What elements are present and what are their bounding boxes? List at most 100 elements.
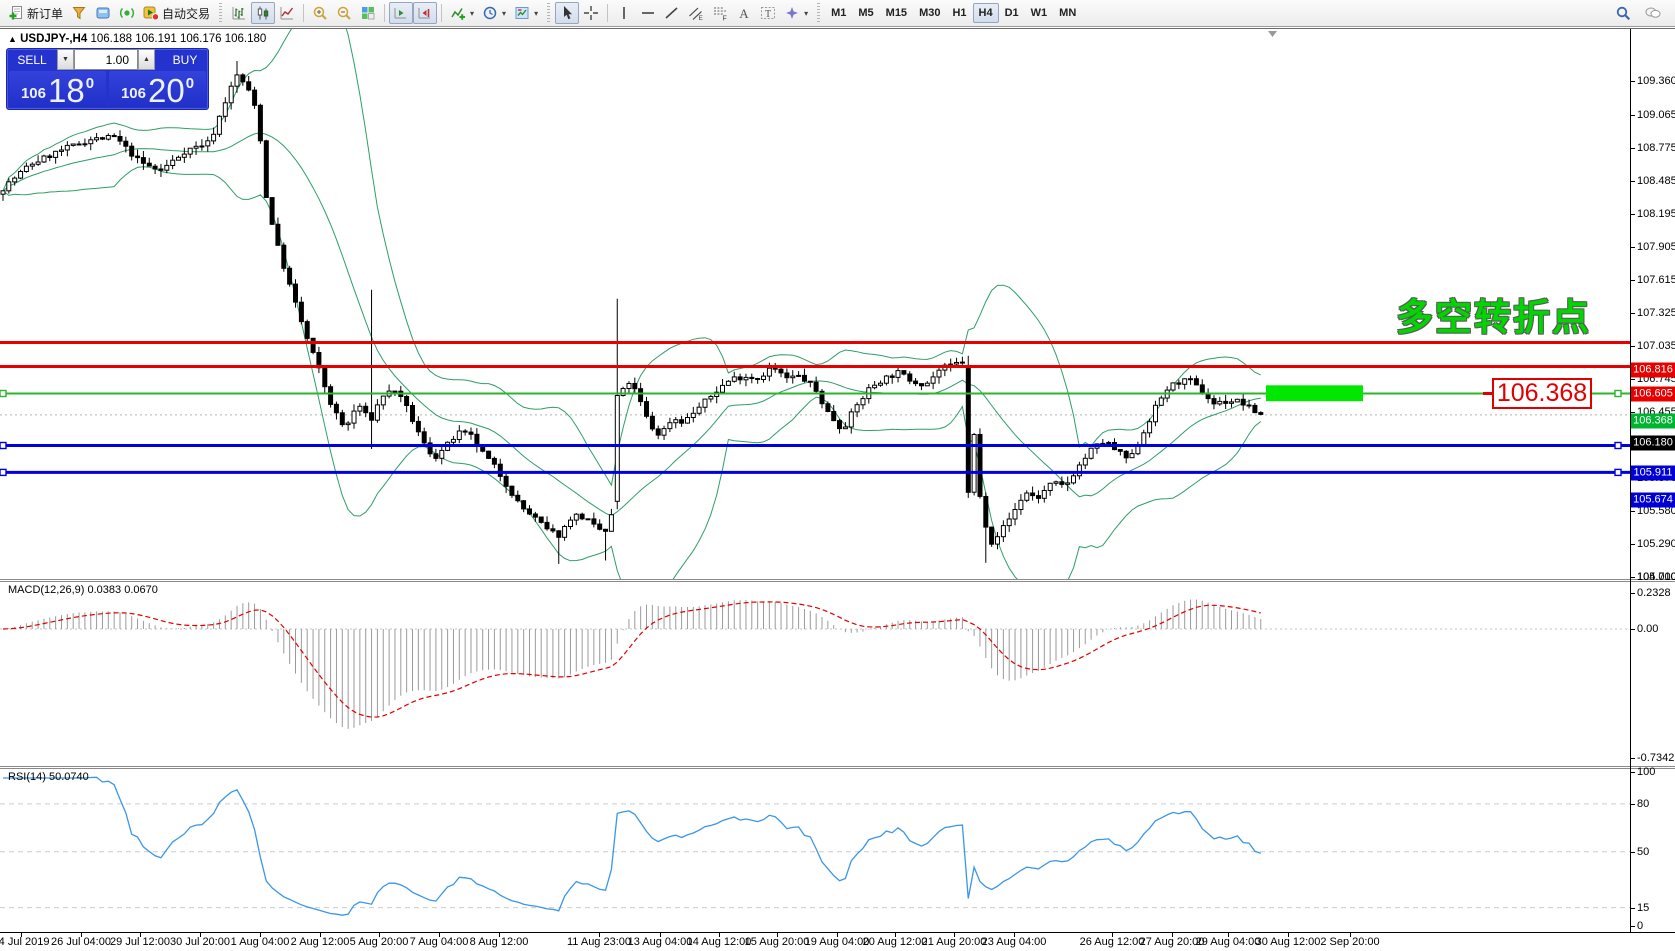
buy-price[interactable]: 106 20 0 bbox=[109, 71, 206, 107]
auto-trading-button[interactable]: 自动交易 bbox=[139, 2, 214, 24]
zoom-out-button[interactable] bbox=[332, 2, 356, 24]
symbol-title: USDJPY-,H4 bbox=[20, 33, 88, 45]
price-chart-canvas[interactable] bbox=[0, 29, 1630, 579]
periods-button[interactable]: ▾ bbox=[478, 2, 510, 24]
macd-tick-label: -0.7342 bbox=[1637, 752, 1675, 764]
label-icon: T bbox=[760, 5, 776, 21]
trend-line-button[interactable] bbox=[660, 2, 684, 24]
tile-windows-button[interactable] bbox=[356, 2, 380, 24]
vertical-line-button[interactable] bbox=[612, 2, 636, 24]
time-label: 30 Aug 12:00 bbox=[1255, 936, 1321, 948]
chart-window-button[interactable] bbox=[91, 2, 115, 24]
bar-chart-icon bbox=[231, 5, 247, 21]
symbol-info: ▲ USDJPY-,H4 106.188 106.191 106.176 106… bbox=[8, 33, 266, 45]
chart-shift-button[interactable] bbox=[413, 2, 438, 24]
text-button[interactable]: A bbox=[732, 2, 756, 24]
buy-price-figure: 106 bbox=[120, 85, 146, 102]
timeframe-h1-button[interactable]: H1 bbox=[952, 7, 967, 19]
sell-price-point: 0 bbox=[85, 75, 95, 92]
shapes-button[interactable]: ▾ bbox=[780, 2, 812, 24]
timeframe-w1-button[interactable]: W1 bbox=[1030, 7, 1048, 19]
price-tick-label: 107.905 bbox=[1637, 241, 1675, 253]
search-button[interactable] bbox=[1611, 2, 1635, 24]
timeframe-m1-button[interactable]: M1 bbox=[831, 7, 847, 19]
time-label: 13 Aug 04:00 bbox=[627, 936, 693, 948]
price-tag: 106.180 bbox=[1631, 435, 1675, 451]
periods-icon bbox=[482, 5, 498, 21]
zoom-in-button[interactable] bbox=[308, 2, 332, 24]
time-tick bbox=[81, 933, 82, 937]
sell-price[interactable]: 106 18 0 bbox=[9, 71, 106, 107]
collapse-arrow-icon[interactable]: ▲ bbox=[8, 34, 17, 44]
time-tick bbox=[260, 933, 261, 937]
crosshair-button[interactable] bbox=[579, 2, 603, 24]
volume-down-button[interactable]: ▼ bbox=[57, 49, 74, 70]
time-label: 7 Aug 04:00 bbox=[409, 936, 469, 948]
equidistant-channel-button[interactable]: E bbox=[684, 2, 708, 24]
chart-text-annotation[interactable]: 多空转折点 bbox=[1396, 297, 1591, 338]
time-tick bbox=[1350, 933, 1351, 937]
price-tick-label: 108.485 bbox=[1637, 175, 1675, 187]
time-tick bbox=[777, 933, 778, 937]
trend-line-icon bbox=[664, 5, 680, 21]
cursor-button[interactable] bbox=[555, 2, 580, 24]
price-tag: 105.911 bbox=[1631, 465, 1675, 481]
styler-button[interactable] bbox=[67, 2, 91, 24]
chevron-down-icon[interactable]: ▾ bbox=[470, 8, 475, 18]
chevron-down-icon[interactable]: ▾ bbox=[804, 8, 809, 18]
pane-separator[interactable] bbox=[0, 766, 1675, 769]
line-chart-button[interactable] bbox=[275, 2, 299, 24]
timeframe-h4-button[interactable]: H4 bbox=[972, 3, 999, 23]
auto-scroll-button[interactable] bbox=[389, 2, 414, 24]
sell-price-pips: 18 bbox=[47, 72, 85, 109]
new-order-label: 新订单 bbox=[27, 6, 64, 21]
time-tick bbox=[660, 933, 661, 937]
time-tick bbox=[140, 933, 141, 937]
text-label-button[interactable]: T bbox=[756, 2, 780, 24]
time-label: 11 Aug 23:00 bbox=[566, 936, 632, 948]
price-tick-label: 107.325 bbox=[1637, 307, 1675, 319]
price-tick bbox=[1630, 577, 1635, 578]
price-tick bbox=[1630, 544, 1635, 545]
chevron-down-icon[interactable]: ▾ bbox=[534, 8, 539, 18]
candle-chart-button[interactable] bbox=[251, 2, 276, 24]
rsi-tick bbox=[1630, 804, 1635, 805]
price-tick bbox=[1630, 313, 1635, 314]
chevron-down-icon[interactable]: ▾ bbox=[502, 8, 507, 18]
price-tick bbox=[1630, 379, 1635, 380]
timeframe-m15-button[interactable]: M15 bbox=[885, 7, 908, 19]
rsi-pane-canvas[interactable] bbox=[0, 769, 1630, 932]
time-tick bbox=[954, 933, 955, 937]
time-tick bbox=[1288, 933, 1289, 937]
rsi-label: RSI(14) 50.0740 bbox=[8, 771, 89, 783]
timeframe-m30-button[interactable]: M30 bbox=[919, 7, 941, 19]
chat-button[interactable] bbox=[1641, 2, 1665, 24]
rsi-tick bbox=[1630, 926, 1635, 927]
timeframe-d1-button[interactable]: D1 bbox=[1004, 7, 1019, 19]
price-tick-label: 109.360 bbox=[1637, 75, 1675, 87]
bar-chart-button[interactable] bbox=[227, 2, 251, 24]
macd-pane-canvas[interactable] bbox=[0, 583, 1630, 766]
volume-input[interactable] bbox=[74, 49, 138, 70]
time-label: 23 Aug 04:00 bbox=[981, 936, 1047, 948]
macd-tick bbox=[1630, 629, 1635, 630]
price-tick bbox=[1630, 214, 1635, 215]
volume-up-button[interactable]: ▲ bbox=[138, 49, 155, 70]
templates-button[interactable]: ▾ bbox=[510, 2, 542, 24]
new-order-button[interactable]: 新订单 bbox=[4, 2, 67, 24]
svg-text:A: A bbox=[739, 6, 749, 21]
price-tick bbox=[1630, 247, 1635, 248]
toolbar: 新订单 自动交易 ▾ ▾ ▾ E F A T ▾ M1 M5 M15 M30 H1 H4 D1 W1 MN bbox=[0, 0, 1675, 27]
chart-window[interactable]: ▲ USDJPY-,H4 106.188 106.191 106.176 106… bbox=[0, 28, 1675, 951]
indicators-button[interactable]: ▾ bbox=[446, 2, 478, 24]
timeframe-m5-button[interactable]: M5 bbox=[858, 7, 874, 19]
fibonacci-button[interactable]: F bbox=[708, 2, 732, 24]
sell-button[interactable]: SELL bbox=[17, 52, 47, 67]
price-callout-label[interactable]: 106.368 bbox=[1492, 378, 1592, 409]
buy-button[interactable]: BUY bbox=[172, 52, 198, 67]
signals-button[interactable] bbox=[115, 2, 139, 24]
pane-separator[interactable] bbox=[0, 579, 1675, 582]
horizontal-line-button[interactable] bbox=[636, 2, 660, 24]
timeframe-mn-button[interactable]: MN bbox=[1059, 7, 1077, 19]
